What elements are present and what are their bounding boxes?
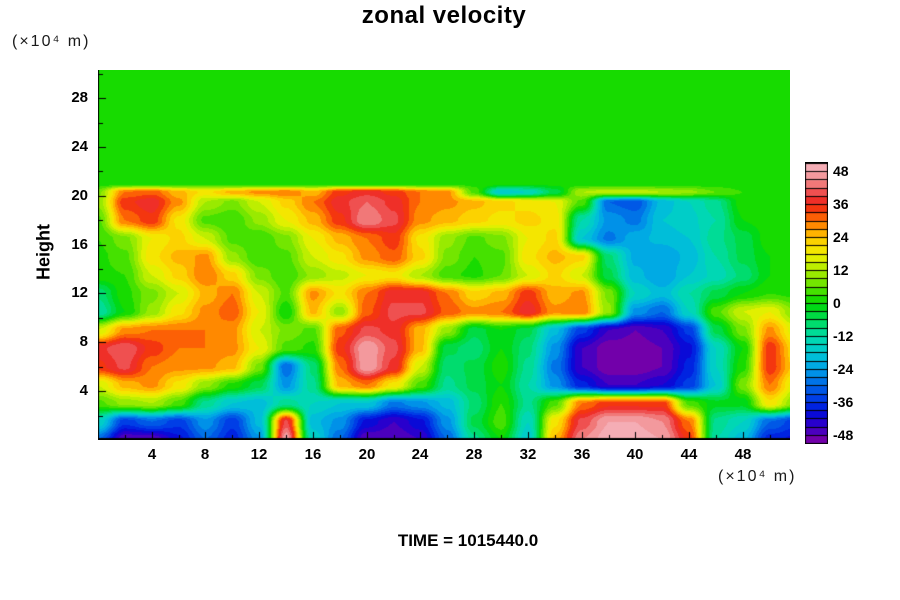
x-tick-label: 24 <box>411 446 429 463</box>
y-tick-label: 8 <box>79 333 88 350</box>
y-tick-label: 12 <box>71 284 88 301</box>
x-tick-label: 36 <box>573 446 591 463</box>
y-axis-units-label: (×10⁴ m) <box>12 33 91 50</box>
colorbar-tick-label: -24 <box>833 361 854 377</box>
y-tick-label: 28 <box>71 89 88 106</box>
x-tick-label: 28 <box>465 446 483 463</box>
chart-title: zonal velocity <box>361 2 527 29</box>
colorbar-tick-label: -48 <box>833 427 854 443</box>
colorbar-tick-label: 12 <box>833 262 849 278</box>
colorbar-tick-label: 24 <box>833 229 849 245</box>
y-tick-label: 4 <box>79 382 88 399</box>
colorbar-tick-label: 0 <box>833 295 841 311</box>
heatmap-plot <box>98 70 790 440</box>
colorbar-tick-label: 36 <box>833 196 849 212</box>
x-tick-label: 12 <box>250 446 268 463</box>
x-tick-label: 8 <box>200 446 210 463</box>
colorbar <box>805 162 828 444</box>
y-tick-label: 20 <box>71 187 88 204</box>
x-tick-label: 16 <box>304 446 322 463</box>
time-label: TIME = 1015440.0 <box>397 531 539 550</box>
x-axis-units-label: (×10⁴ m) <box>718 468 797 485</box>
x-tick-label: 44 <box>680 446 698 463</box>
x-tick-label: 4 <box>147 446 157 463</box>
x-tick-label: 48 <box>734 446 752 463</box>
colorbar-tick-label: 48 <box>833 163 849 179</box>
colorbar-tick-label: -36 <box>833 394 854 410</box>
x-tick-label: 40 <box>626 446 644 463</box>
y-tick-label: 24 <box>71 138 88 155</box>
y-tick-label: 16 <box>71 236 88 253</box>
x-tick-label: 20 <box>358 446 376 463</box>
colorbar-tick-label: -12 <box>833 328 854 344</box>
x-tick-label: 32 <box>519 446 537 463</box>
